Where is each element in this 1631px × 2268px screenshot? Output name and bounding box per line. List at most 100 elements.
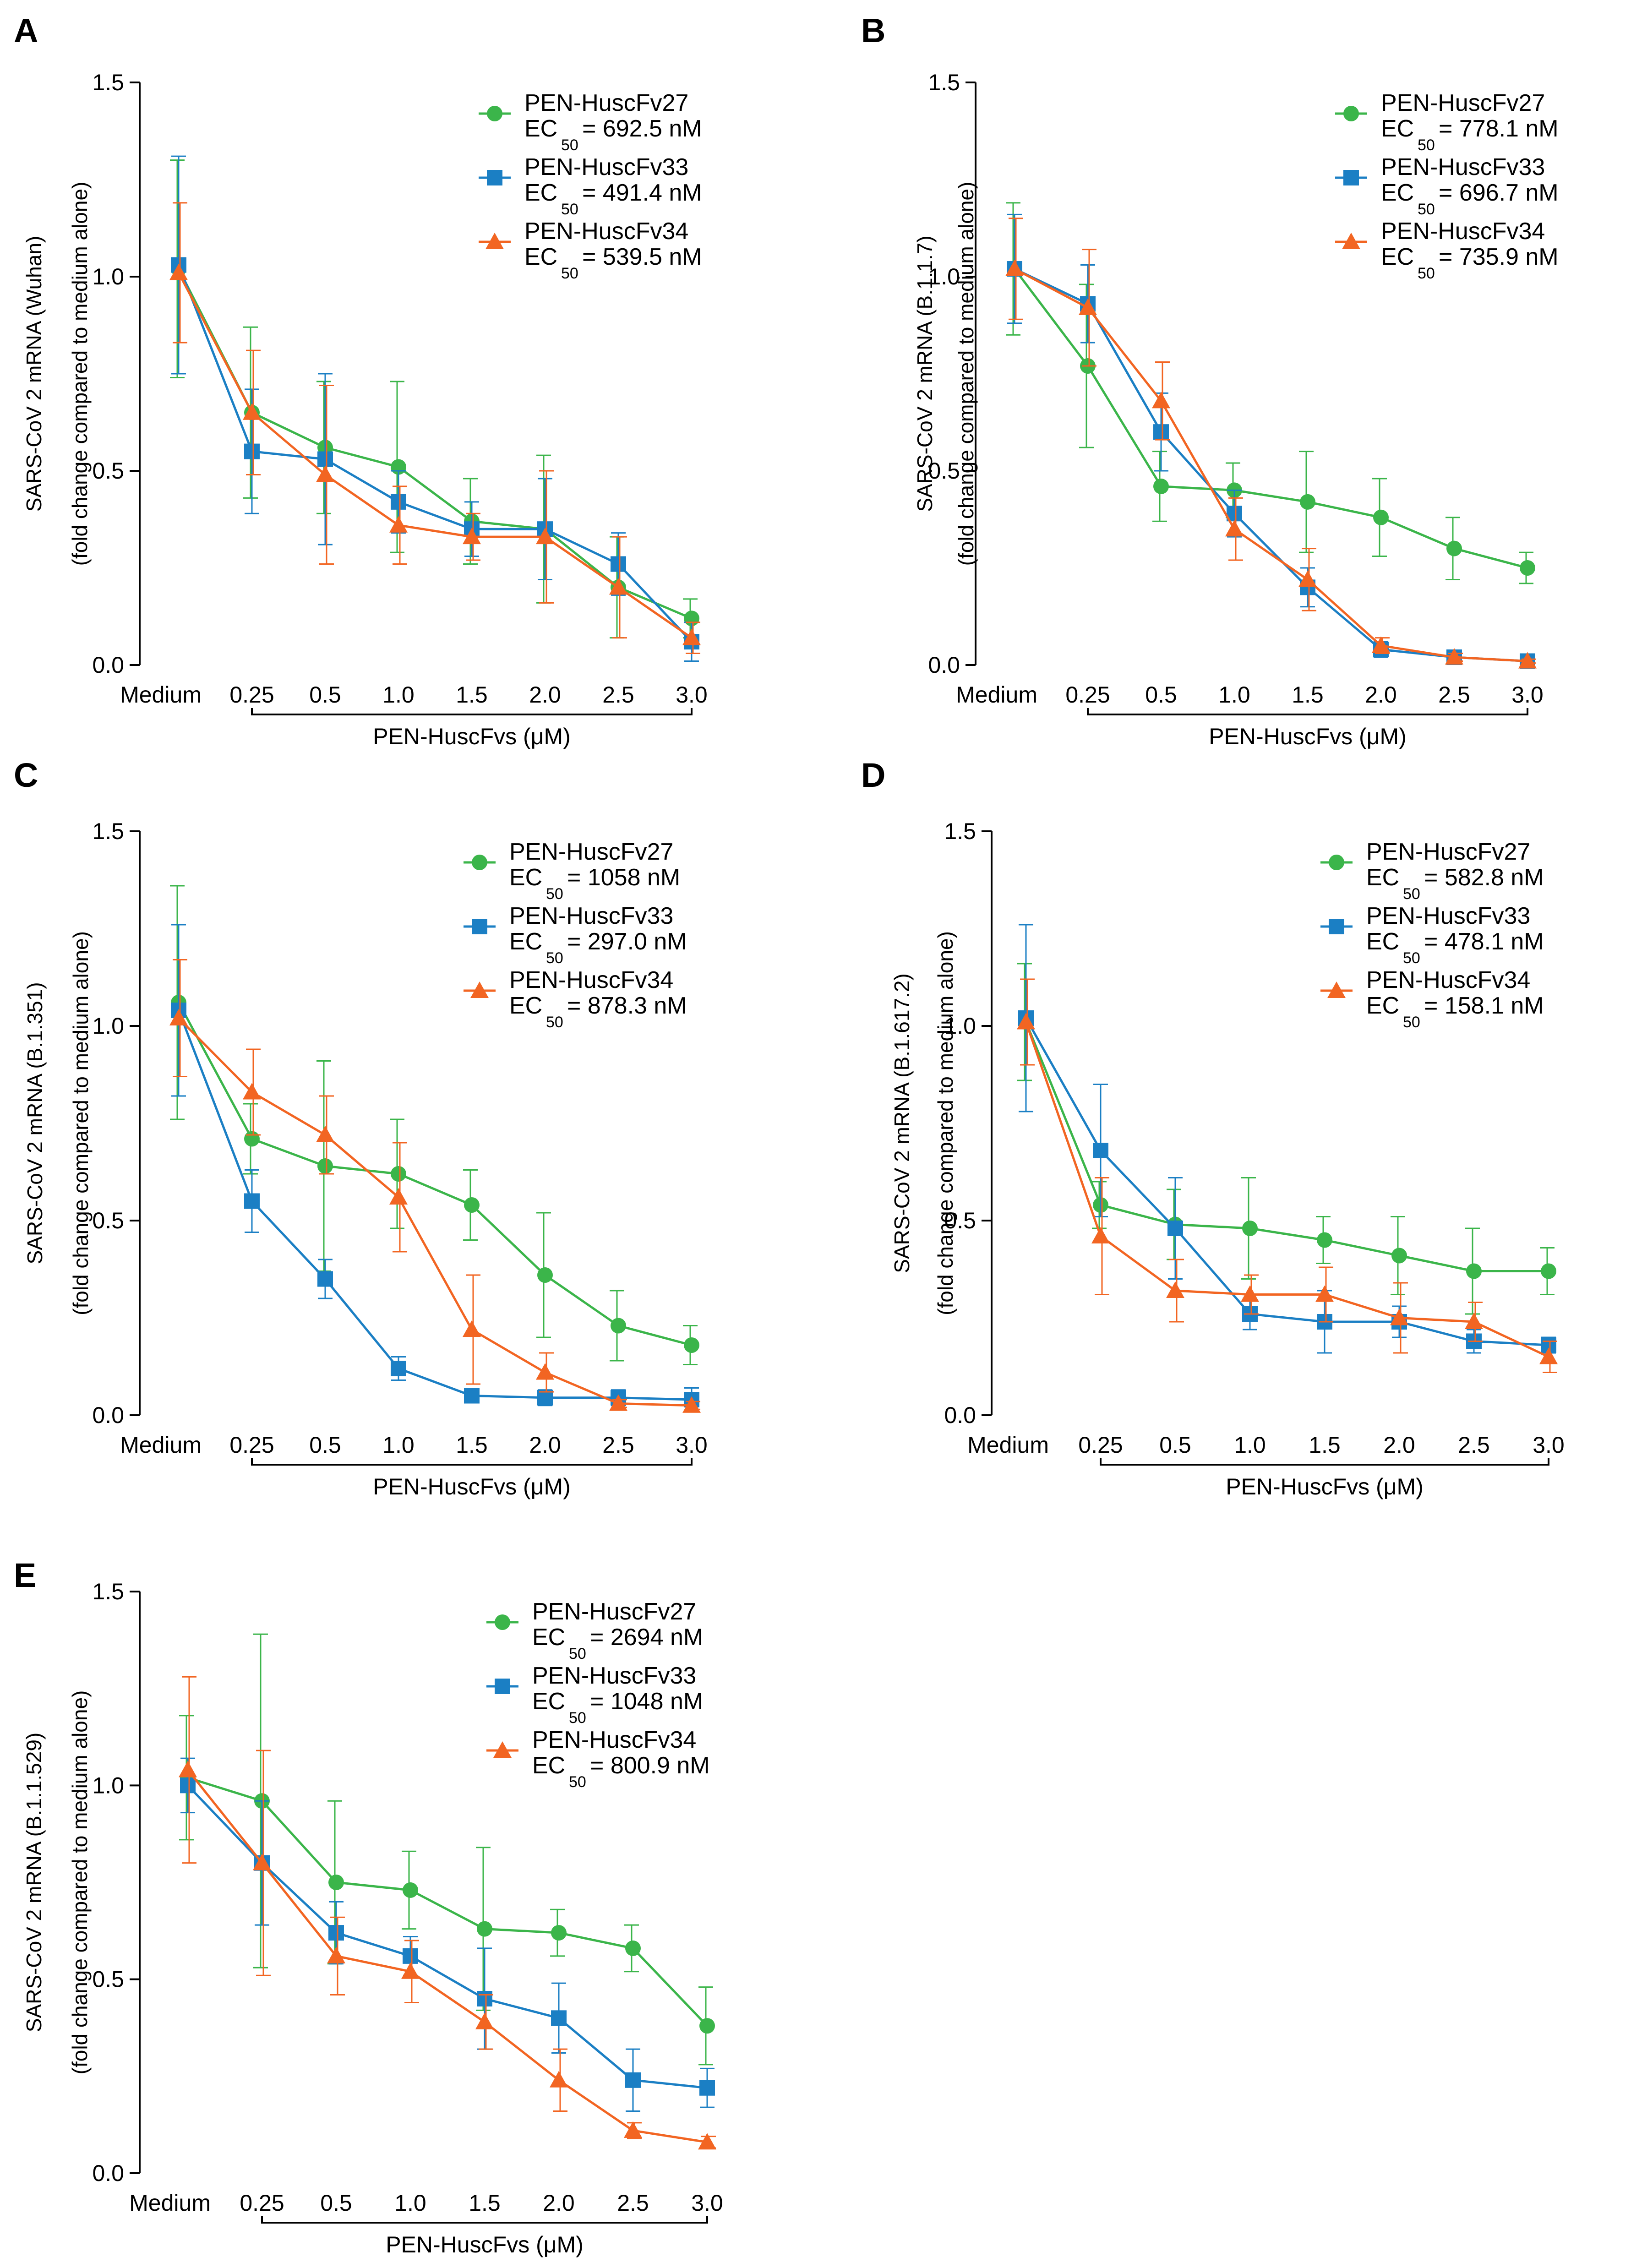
legend-name: PEN-HuscFv34 <box>1381 218 1545 245</box>
y-tick-label: 0.0 <box>944 1402 976 1428</box>
legend-name: PEN-HuscFv33 <box>1381 154 1545 180</box>
data-point <box>389 1188 408 1205</box>
x-tick-label: 3.0 <box>676 1432 708 1458</box>
legend-name: PEN-HuscFv34 <box>532 1727 696 1753</box>
series-pen-huscfv34 <box>179 1676 716 2150</box>
legend-ec-value: = 692.5 nM <box>582 115 702 142</box>
data-point <box>391 494 406 510</box>
legend-marker <box>487 106 502 121</box>
y-tick-label: 1.0 <box>92 264 124 289</box>
data-point <box>1317 1232 1332 1248</box>
panel-letter: A <box>14 11 38 49</box>
legend-ec-subscript: 50 <box>561 265 578 282</box>
y-tick-label: 1.0 <box>92 1772 124 1798</box>
y-axis-label-secondary: (fold change compared to medium alone) <box>69 931 93 1315</box>
y-tick-label: 1.5 <box>92 70 124 95</box>
panel-letter: E <box>14 1556 36 1594</box>
data-point <box>625 2072 641 2088</box>
data-point <box>391 1166 406 1182</box>
data-point <box>551 1925 567 1941</box>
x-tick-label: 1.5 <box>469 2190 501 2216</box>
y-tick-label: 0.5 <box>928 458 960 484</box>
legend-ec-subscript: 50 <box>1418 201 1435 218</box>
data-point <box>180 1777 196 1794</box>
series-line <box>187 1769 708 2143</box>
x-tick-label: 0.5 <box>320 2190 352 2216</box>
x-axis-label: PEN-HuscFvs (μM) <box>373 1474 571 1499</box>
legend-ec-label: EC <box>1366 928 1399 955</box>
data-point <box>1242 1221 1258 1236</box>
x-tick-label: 2.5 <box>1438 682 1470 708</box>
data-point <box>391 1361 406 1376</box>
legend-ec-label: EC <box>509 928 542 955</box>
x-tick-label: 3.0 <box>676 682 708 708</box>
legend-ec-subscript: 50 <box>569 1709 586 1727</box>
data-point <box>477 1991 492 2006</box>
data-point <box>464 1388 480 1404</box>
x-tick-label: 1.0 <box>394 2190 426 2216</box>
x-tick-label: 1.0 <box>1218 682 1250 708</box>
legend-ec-value: = 778.1 nM <box>1439 115 1559 142</box>
data-point <box>316 1126 334 1142</box>
legend-ec-label: EC <box>509 992 542 1019</box>
x-axis-label: PEN-HuscFvs (μM) <box>373 724 571 749</box>
x-tick-label: 2.5 <box>1458 1432 1490 1458</box>
x-tick-label: 3.0 <box>1533 1432 1565 1458</box>
legend-ec-label: EC <box>524 180 557 206</box>
x-tick-label: 1.0 <box>382 682 415 708</box>
legend-ec-label: EC <box>509 864 542 891</box>
legend-ec-value: = 1058 nM <box>567 864 680 891</box>
y-tick-label: 1.5 <box>92 818 124 844</box>
x-tick-label: Medium <box>129 2190 211 2216</box>
x-tick-label: 0.5 <box>309 682 341 708</box>
legend-name: PEN-HuscFv27 <box>1381 90 1545 116</box>
data-point <box>389 516 408 533</box>
data-point <box>624 2121 642 2138</box>
legend-name: PEN-HuscFv33 <box>524 154 688 180</box>
x-axis-label: PEN-HuscFvs (μM) <box>1226 1474 1424 1499</box>
data-point <box>327 1946 345 1963</box>
x-tick-label: 2.0 <box>529 682 561 708</box>
y-axis-label-secondary: (fold change compared to medium alone) <box>933 931 957 1315</box>
y-axis-label-secondary: (fold change compared to medium alone) <box>68 1690 92 2075</box>
data-point <box>1167 1221 1183 1236</box>
legend-marker <box>1343 106 1359 121</box>
data-point <box>1079 298 1097 315</box>
data-point <box>699 2080 715 2096</box>
y-tick-label: 0.0 <box>92 2160 124 2186</box>
x-tick-label: 1.0 <box>382 1432 415 1458</box>
data-point <box>611 1318 626 1334</box>
x-tick-label: 1.0 <box>1234 1432 1266 1458</box>
data-point <box>1520 560 1535 576</box>
legend-marker <box>470 981 489 998</box>
legend-ec-value: = 582.8 nM <box>1424 864 1544 891</box>
legend-ec-subscript: 50 <box>569 1773 586 1791</box>
data-point <box>1005 260 1024 277</box>
data-point <box>1391 1248 1407 1264</box>
legend-marker <box>493 1741 512 1758</box>
data-point <box>1153 424 1169 440</box>
x-axis-bracket <box>261 2216 708 2224</box>
x-tick-label: 2.0 <box>543 2190 575 2216</box>
data-point <box>611 556 626 572</box>
data-point <box>477 1921 492 1937</box>
series-line <box>1025 1021 1549 1272</box>
x-axis-bracket <box>251 708 693 715</box>
y-tick-label: 0.0 <box>928 652 960 678</box>
data-point <box>463 1320 481 1337</box>
legend-ec-subscript: 50 <box>546 1014 563 1031</box>
data-point <box>1093 1143 1108 1158</box>
data-point <box>1166 1281 1184 1298</box>
data-point <box>1541 1263 1556 1279</box>
data-point <box>698 2133 716 2150</box>
legend-ec-subscript: 50 <box>1418 265 1435 282</box>
